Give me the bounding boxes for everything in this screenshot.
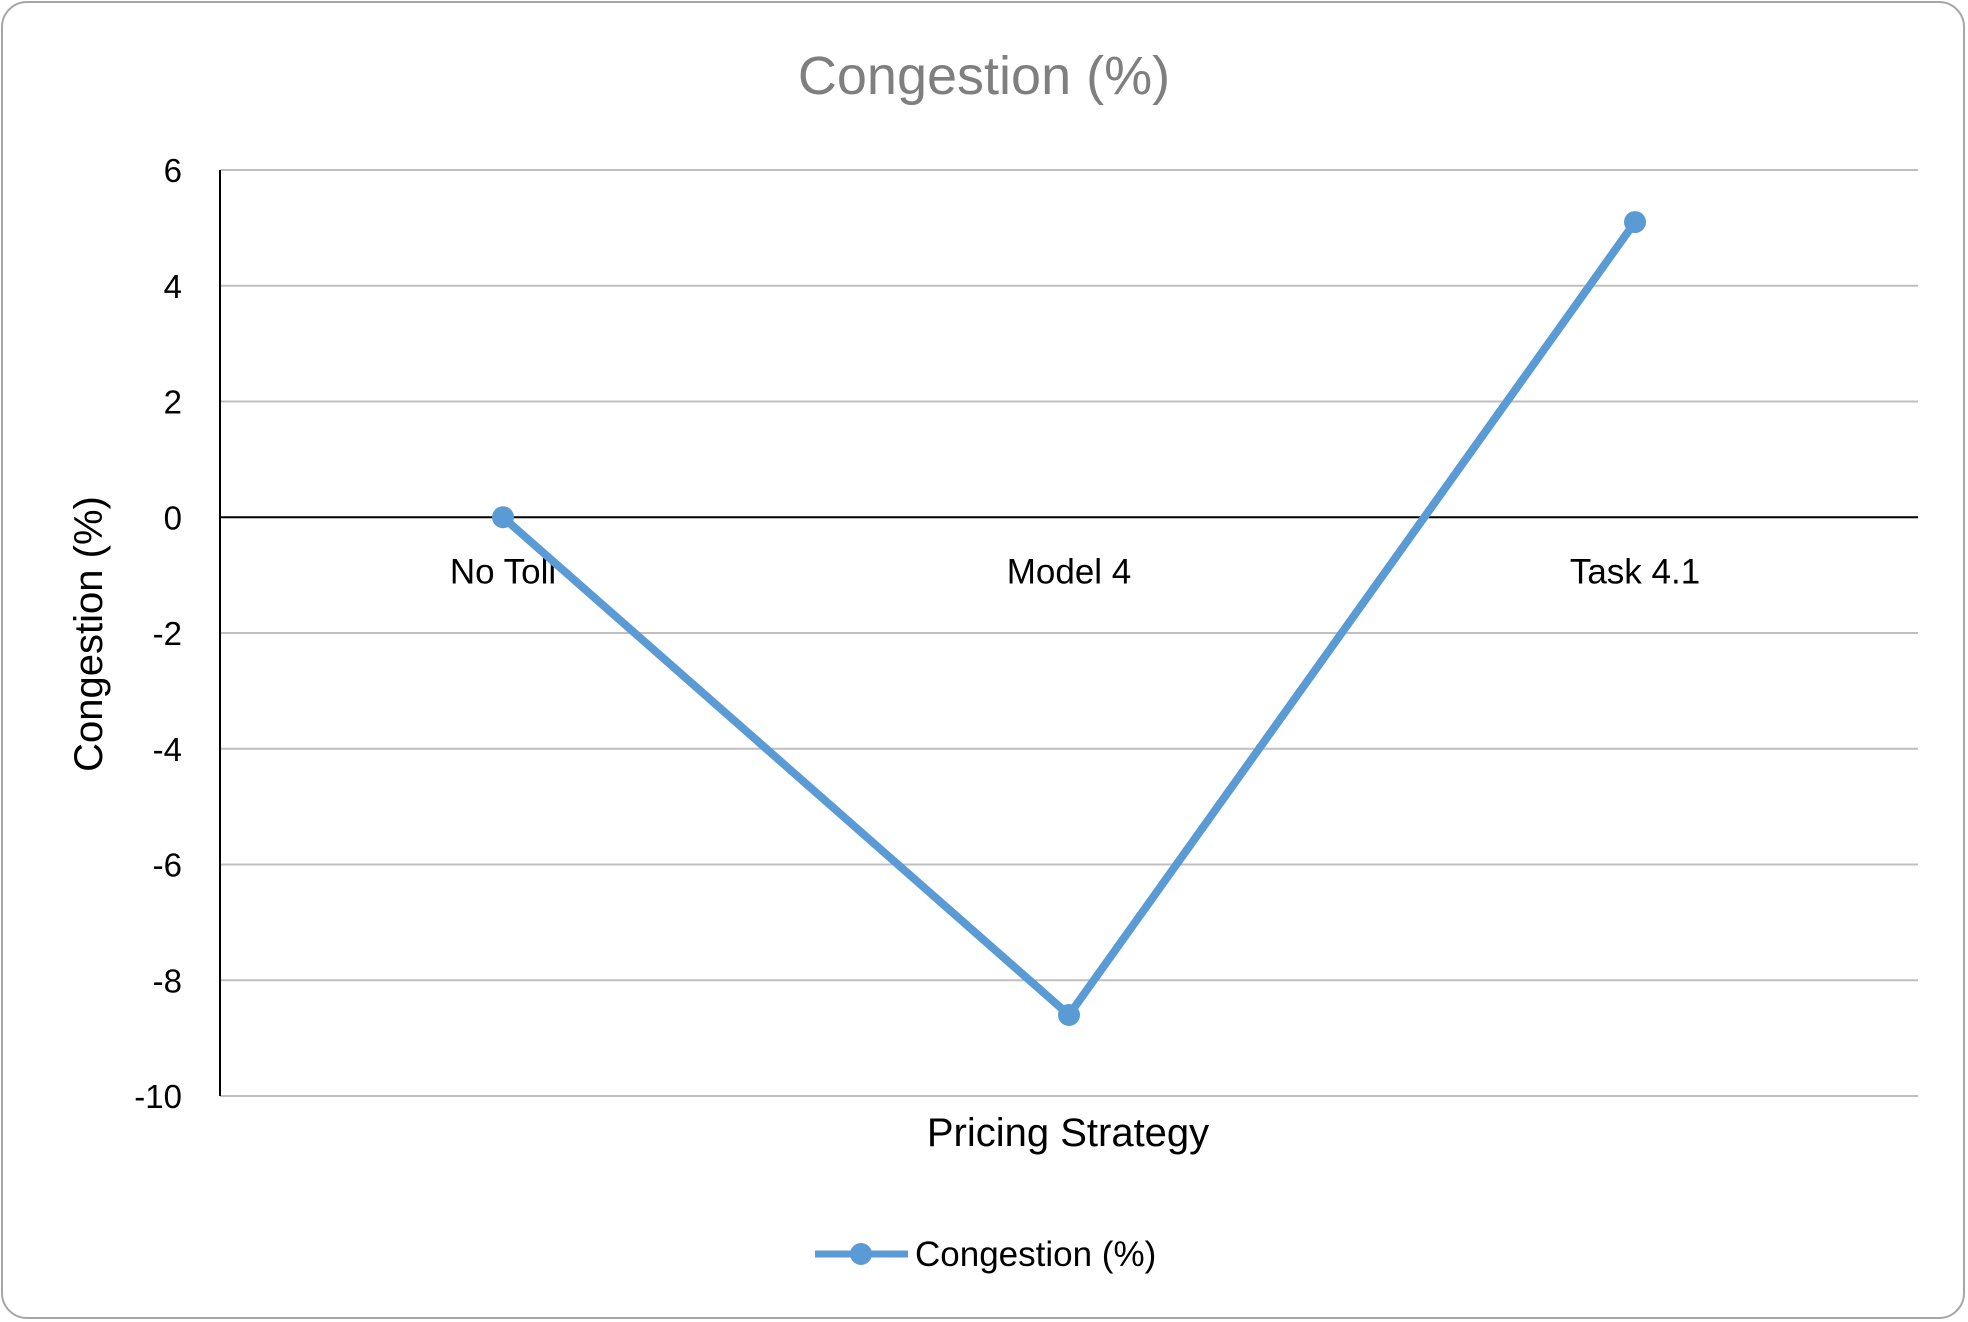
x-category-label: Model 4 <box>1007 552 1132 591</box>
x-category-labels: No Toll Model 4 Task 4.1 <box>450 552 1700 591</box>
legend-marker-swatch <box>850 1243 872 1265</box>
legend-label: Congestion (%) <box>915 1235 1156 1274</box>
gridlines <box>220 169 1918 1097</box>
legend: Congestion (%) <box>815 1235 1156 1274</box>
y-tick-label: -10 <box>134 1078 182 1115</box>
y-tick-label: 6 <box>164 152 182 189</box>
chart-title: Congestion (%) <box>798 46 1170 106</box>
x-category-label: No Toll <box>450 552 556 591</box>
data-point <box>1624 211 1646 234</box>
y-tick-label: 2 <box>164 384 182 421</box>
y-tick-label: -8 <box>153 962 182 999</box>
y-tick-label: -4 <box>153 731 182 768</box>
y-tick-label: -2 <box>153 615 182 652</box>
data-point <box>492 506 514 529</box>
y-tick-labels: 6 4 2 0 -2 -4 -6 -8 -10 <box>134 152 182 1115</box>
y-axis-title: Congestion (%) <box>67 496 111 772</box>
y-tick-label: -6 <box>153 847 182 884</box>
y-tick-label: 0 <box>164 499 182 536</box>
y-tick-label: 4 <box>164 268 182 305</box>
x-axis-title: Pricing Strategy <box>927 1111 1209 1155</box>
data-point <box>1058 1003 1080 1026</box>
series <box>492 211 1646 1026</box>
x-category-label: Task 4.1 <box>1570 552 1700 591</box>
series-line <box>500 219 1639 1019</box>
